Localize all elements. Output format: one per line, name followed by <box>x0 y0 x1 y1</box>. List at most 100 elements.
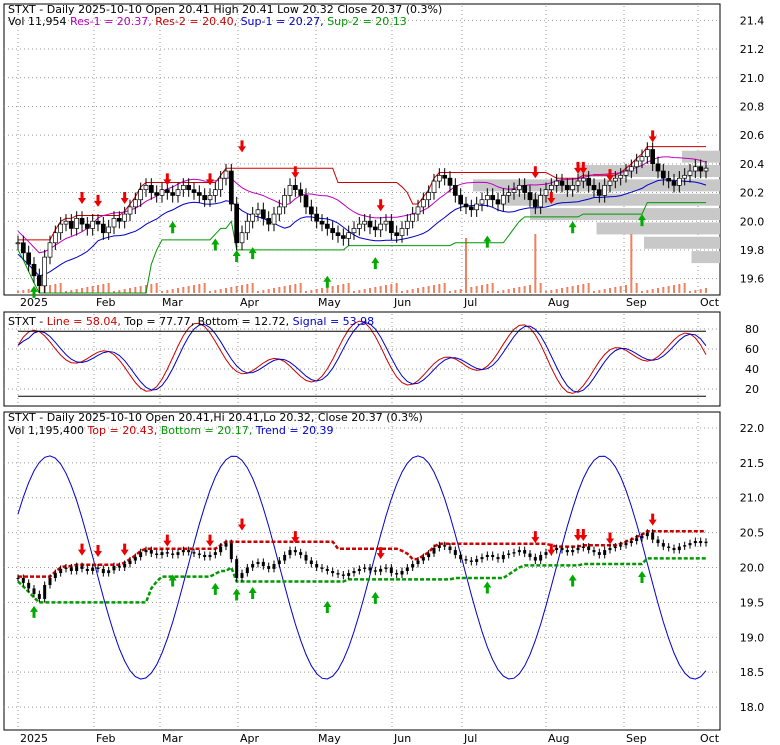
trend-buy-arrow <box>248 587 257 600</box>
sell-arrow <box>606 169 614 182</box>
trend-sell-arrow <box>120 543 129 556</box>
candle-body <box>372 226 378 231</box>
sup1-line <box>17 179 707 277</box>
trend-candle-body <box>656 539 660 544</box>
sell-arrow <box>291 166 300 179</box>
trend-sell-arrow <box>579 528 588 541</box>
y-tick-label: 60 <box>745 343 759 356</box>
y-tick-label: 19.8 <box>740 244 765 257</box>
candle-body <box>52 232 58 244</box>
trend-candle-body <box>192 552 196 554</box>
buy-arrow <box>323 275 332 288</box>
trend-buy-arrow <box>568 574 577 587</box>
candle-body <box>132 199 138 208</box>
trend-candle-body <box>581 546 585 548</box>
candle-body <box>319 220 325 225</box>
trend-candle-body <box>533 557 537 561</box>
candle-body <box>324 223 330 229</box>
candle-body <box>698 166 704 172</box>
trend-candle-body <box>544 552 548 555</box>
buy-arrow <box>211 238 220 251</box>
trend-candle-body <box>197 553 201 555</box>
candle-body <box>703 167 709 172</box>
trend-candle-body <box>416 560 420 565</box>
trend-candle-body <box>224 543 228 547</box>
trend-candle-body <box>699 540 703 544</box>
buy-arrow <box>483 235 492 248</box>
trend-candle-body <box>80 566 84 569</box>
buy-arrow <box>371 257 380 270</box>
trend-buy-arrow <box>483 581 492 594</box>
trend-candle-body <box>208 554 212 558</box>
trend-candle-body <box>571 550 575 553</box>
candle-body <box>655 163 661 172</box>
macd-lines <box>17 320 707 397</box>
sell-arrow <box>238 140 246 153</box>
trend-candle-body <box>229 543 233 560</box>
candle-body <box>180 185 186 191</box>
trend-candle-body <box>240 573 244 578</box>
trend-candle-body <box>427 553 431 558</box>
trend-candle-body <box>613 546 617 548</box>
candle-body <box>111 218 117 228</box>
candle-body <box>474 203 480 211</box>
y-tick-label: 21.2 <box>740 43 765 56</box>
candle-body <box>191 189 197 193</box>
candle-body <box>58 223 64 234</box>
candle-body <box>159 189 165 196</box>
trend-candle-body <box>101 568 105 574</box>
trend-candle-body <box>635 538 639 541</box>
trend-candle-body <box>411 564 415 568</box>
candle-body <box>74 218 80 229</box>
support-resistance-lines <box>17 146 707 294</box>
volume-bars <box>17 234 707 293</box>
sell-arrow <box>579 161 588 174</box>
trend-candle-body <box>64 567 68 569</box>
trend-candle-body <box>496 557 500 560</box>
trend-buy-arrow <box>232 588 241 601</box>
p2-header: STXT - Line = 58.04, Top = 77.77, Bottom… <box>8 315 374 328</box>
trend-candle-body <box>528 553 532 558</box>
candle-body <box>303 195 309 208</box>
trend-sell-arrow <box>574 528 582 541</box>
trend-candle-body <box>139 552 143 558</box>
profile-bar <box>644 236 720 249</box>
buy-arrow <box>248 247 257 260</box>
candle-body <box>15 242 21 245</box>
candle-body <box>484 195 490 201</box>
buy-arrow <box>168 221 177 234</box>
candle-body <box>452 185 458 196</box>
trend-candle-body <box>117 566 121 568</box>
trend-candle-body <box>165 552 169 554</box>
trend-sell-arrow <box>606 532 614 545</box>
candle-body <box>271 213 277 225</box>
trend-panel-frame <box>3 411 721 731</box>
candle-body <box>527 192 533 201</box>
trend-candle-body <box>485 554 489 558</box>
trend-candle-body <box>688 543 692 546</box>
trend-candle-body <box>459 554 463 560</box>
profile-bar <box>682 150 720 163</box>
trend-candle-body <box>267 566 271 569</box>
p3-header-line1: STXT - Daily 2025-10-10 Open 20.41,Hi 20… <box>8 411 423 424</box>
candle-body <box>431 180 437 193</box>
trend-candle-body <box>91 567 95 571</box>
x-tick-label: Oct <box>700 296 720 309</box>
y-tick-label: 19.0 <box>740 631 765 644</box>
x-tick-label: May <box>318 732 341 745</box>
trend-candle-body <box>373 570 377 572</box>
macd-panel-grid <box>4 314 720 404</box>
trend-candle-body <box>603 550 607 555</box>
trend-sell-arrow <box>376 547 385 560</box>
candle-body <box>26 252 32 265</box>
candle-body <box>543 189 549 196</box>
candle-body <box>383 220 389 225</box>
trend-candle-body <box>181 550 185 553</box>
trend-candle-body <box>384 567 388 569</box>
x-tick-label: May <box>318 296 341 309</box>
x-tick-label: Aug <box>548 296 569 309</box>
trend-candle-body <box>523 550 527 554</box>
x-tick-label: Mar <box>162 732 183 745</box>
y-tick-label: 19.5 <box>740 596 765 609</box>
